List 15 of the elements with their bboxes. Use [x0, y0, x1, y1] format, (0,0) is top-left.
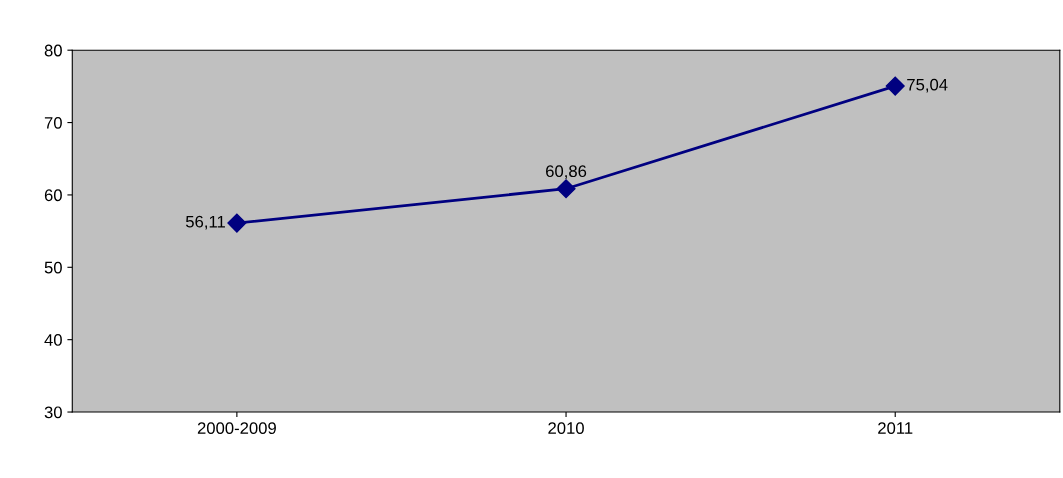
point: [885, 76, 905, 96]
y-tick-label: 70: [44, 116, 62, 129]
x-tick-label: 2010: [548, 422, 584, 434]
point: [556, 179, 576, 199]
point: [227, 213, 247, 233]
data-label: 60,86: [546, 165, 587, 180]
data-label: 75,04: [907, 78, 948, 93]
data-label: 56,11: [185, 215, 225, 230]
x-tick-label: 2000-2009: [197, 422, 276, 434]
y-tick-label: 40: [44, 334, 62, 346]
y-tick-label: 80: [44, 44, 62, 57]
y-tick-label: 60: [44, 189, 62, 202]
y-tick-label: 50: [44, 261, 62, 274]
x-tick-label: 2011: [878, 422, 913, 434]
y-tick-label: 30: [44, 406, 62, 419]
